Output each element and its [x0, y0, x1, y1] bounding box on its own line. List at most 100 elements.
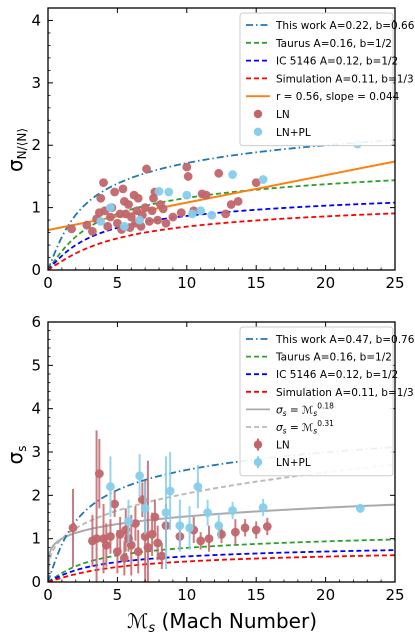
x-tick-label: 0	[43, 586, 53, 604]
model-curve-1	[48, 538, 395, 582]
data-point	[106, 203, 115, 213]
data-point	[196, 206, 206, 216]
x-tick-label: 10	[177, 586, 196, 604]
data-point	[103, 221, 113, 231]
y-axis-label: σs	[3, 446, 29, 465]
data-point	[110, 187, 120, 197]
data-point	[113, 218, 122, 228]
data-point	[126, 212, 136, 222]
data-point	[214, 521, 224, 531]
model-curve-1	[48, 179, 395, 270]
y-tick-label: 4	[31, 11, 41, 29]
power-curve-1	[48, 463, 395, 582]
axes-frame	[47, 7, 396, 271]
data-point	[140, 203, 150, 213]
x-tick-label: 20	[316, 586, 335, 604]
data-point	[157, 551, 167, 561]
data-point	[143, 542, 153, 552]
fit-line	[48, 160, 395, 232]
data-point	[68, 523, 78, 533]
legend-label: σs = ℳs0.18	[276, 401, 334, 418]
y-tick-label: 2	[31, 136, 41, 154]
model-curve-3	[48, 212, 395, 270]
data-point	[133, 547, 143, 557]
y-tick-label: 2	[31, 486, 41, 504]
legend-label: IC 5146 A=0.12, b=1/2	[276, 56, 398, 68]
data-point	[201, 190, 211, 200]
x-axis-label: ℳs (Mach Number)	[127, 609, 317, 636]
data-point	[142, 164, 151, 174]
legend-label: Taurus A=0.16, b=1/2	[275, 352, 392, 364]
data-point	[88, 226, 97, 236]
data-point	[262, 522, 272, 531]
legend-label: LN+PL	[276, 457, 311, 469]
data-point	[106, 212, 115, 222]
y-tick-label: 5	[31, 356, 41, 374]
x-tick-label: 0	[43, 274, 53, 292]
series-LN+PL	[106, 452, 365, 569]
legend: This work A=0.22, b=0.66 Taurus A=0.16, b…	[239, 12, 415, 147]
data-point	[193, 482, 203, 492]
legend-label: Simulation A=0.11, b=1/3	[276, 73, 414, 85]
data-point	[161, 218, 171, 228]
data-point	[251, 525, 261, 535]
legend-label: Simulation A=0.11, b=1/3	[276, 387, 414, 399]
data-point	[258, 175, 268, 184]
legend-label: Taurus A=0.16, b=1/2	[275, 38, 392, 50]
x-tick-label: 25	[385, 586, 404, 604]
y-tick-label: 6	[31, 313, 41, 331]
plot-area	[48, 430, 395, 582]
data-point	[182, 162, 192, 172]
x-tick-label: 20	[316, 274, 335, 292]
data-point	[82, 220, 92, 230]
y-tick-label: 1	[31, 199, 41, 217]
data-point	[119, 553, 129, 563]
data-point	[106, 482, 115, 492]
data-point	[96, 216, 106, 226]
x-tick-label: 10	[177, 274, 196, 292]
data-point	[99, 178, 108, 188]
data-point	[131, 519, 140, 528]
data-point	[165, 486, 175, 496]
data-point	[144, 216, 154, 226]
data-point	[258, 503, 268, 512]
top-panel: 0 5 10 15 20 25 0 1 2 3 4 σN/⟨N⟩ This work A=0.22, b…	[3, 7, 415, 292]
data-point	[185, 523, 194, 533]
model-curve-0	[48, 139, 395, 270]
data-point	[150, 512, 160, 522]
data-point	[154, 187, 164, 196]
series-LN	[67, 162, 261, 236]
legend-label: r = 0.56, slope = 0.044	[276, 91, 400, 103]
data-point	[94, 469, 104, 479]
data-point	[176, 208, 186, 218]
x-tick-label: 25	[385, 274, 404, 292]
y-tick-label: 3	[31, 74, 41, 92]
legend-marker	[253, 109, 263, 119]
data-point	[153, 538, 163, 548]
model-curve-3	[48, 554, 395, 582]
y-tick-label: 4	[31, 400, 41, 418]
legend-label: IC 5146 A=0.12, b=1/2	[276, 369, 398, 381]
y-ticks: 0 1 2 3 4 5 6	[31, 313, 395, 591]
y-tick-label: 3	[31, 443, 41, 461]
y-tick-label: 0	[31, 573, 41, 591]
data-point	[233, 196, 243, 206]
data-point	[67, 224, 76, 234]
x-ticks: 0 5 10 15 20 25	[43, 322, 405, 604]
data-point	[106, 532, 115, 541]
data-point	[135, 471, 145, 481]
y-tick-label: 1	[31, 530, 41, 548]
data-point	[203, 508, 213, 518]
data-point	[204, 534, 214, 544]
model-curve-2	[48, 549, 395, 582]
data-point	[140, 503, 150, 513]
x-tick-label: 5	[113, 586, 123, 604]
y-tick-label: 0	[31, 261, 41, 279]
data-point	[101, 540, 111, 550]
data-point	[124, 200, 133, 209]
data-point	[175, 521, 185, 531]
x-tick-label: 15	[247, 274, 266, 292]
legend-marker	[253, 440, 263, 449]
data-point	[110, 499, 120, 509]
